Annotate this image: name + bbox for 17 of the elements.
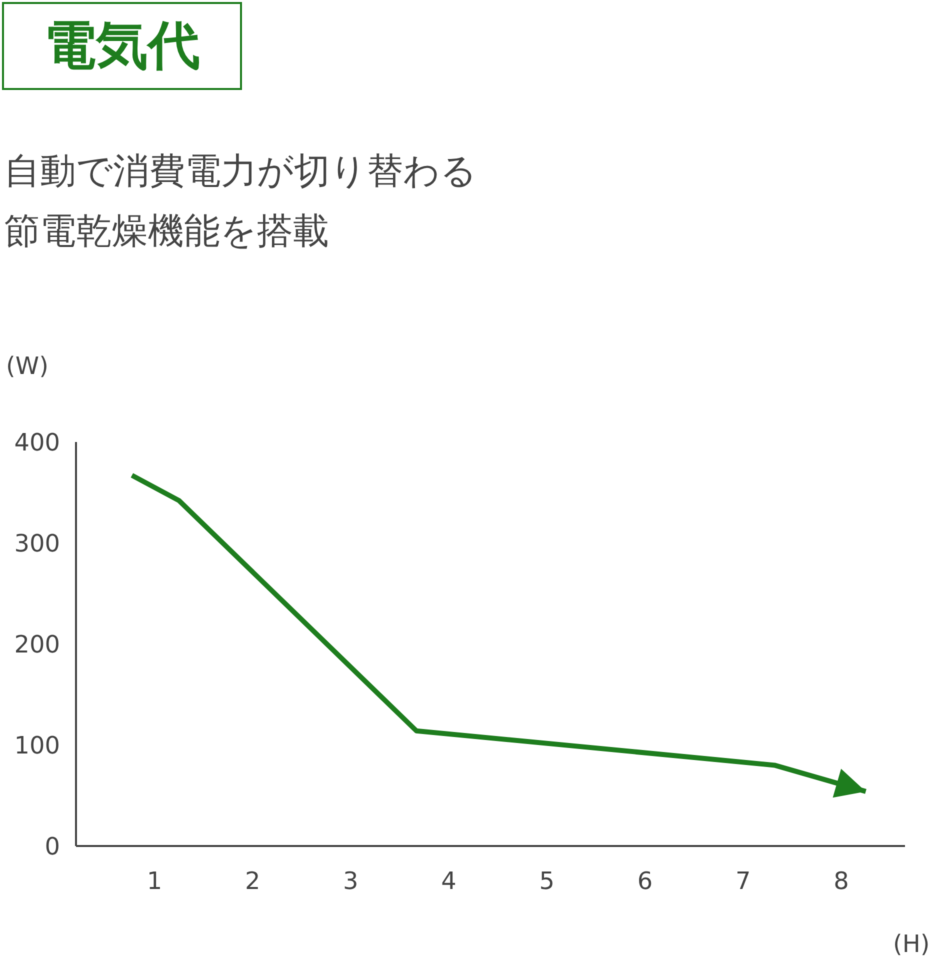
- x-tick-label: 3: [343, 867, 358, 896]
- y-tick-label: 200: [14, 630, 60, 659]
- y-axis-title: (W): [6, 352, 48, 380]
- x-tick-label: 5: [539, 867, 555, 896]
- x-tick-label: 1: [146, 867, 162, 896]
- chart-subtitle: 自動で消費電力が切り替わる節電乾燥機能を搭載: [4, 150, 478, 254]
- x-tick-label: 4: [441, 867, 456, 896]
- x-tick-label: 2: [244, 867, 260, 896]
- y-tick-label: 0: [44, 832, 60, 861]
- y-tick-label: 100: [14, 732, 60, 760]
- x-tick-label: 7: [735, 867, 751, 896]
- y-tick-label: 400: [14, 428, 60, 457]
- y-tick-label: 300: [14, 530, 60, 558]
- x-axis-title: (H): [893, 930, 930, 958]
- chart-title: 電気代: [2, 2, 242, 90]
- x-tick-label: 6: [637, 867, 653, 896]
- x-tick-label: 8: [834, 867, 849, 896]
